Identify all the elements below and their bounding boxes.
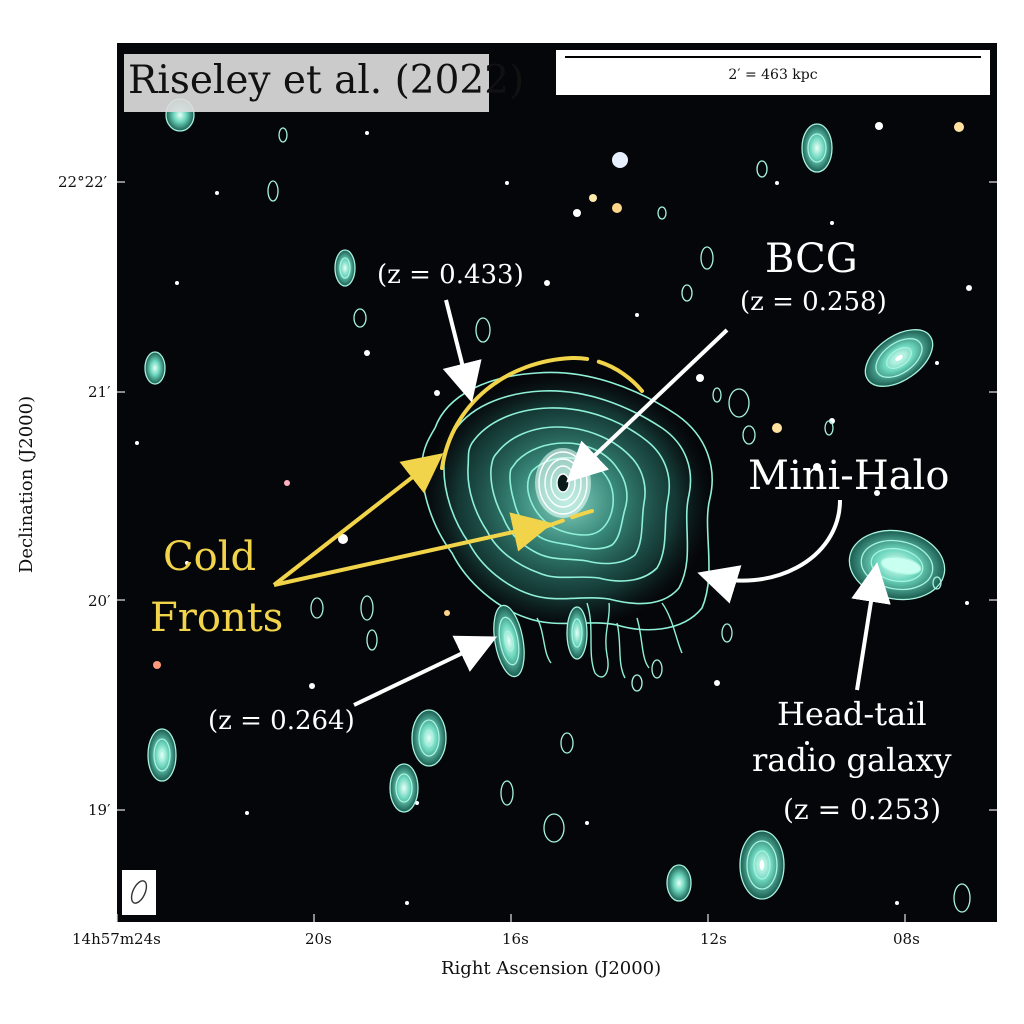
cold-front-arrow-upper xyxy=(272,453,444,587)
bcg-label: BCG xyxy=(765,236,858,282)
z433-arrow xyxy=(442,299,482,403)
xtick-4: 08s xyxy=(893,930,920,948)
ytick-1: 21′ xyxy=(88,383,111,401)
scale-bar-box: 2′ = 463 kpc xyxy=(556,50,990,95)
bcg-redshift-label: (z = 0.258) xyxy=(740,287,887,317)
z433-label: (z = 0.433) xyxy=(377,260,524,290)
xtick-1: 20s xyxy=(305,930,332,948)
beam-ellipse-icon xyxy=(130,880,148,904)
credit-text: Riseley et al. (2022) xyxy=(128,58,525,103)
xtick-2: 16s xyxy=(502,930,529,948)
mini-halo-arrow xyxy=(697,499,842,604)
head-tail-arrow xyxy=(851,562,891,691)
credit-label-box: Riseley et al. (2022) xyxy=(124,54,524,112)
background-stars xyxy=(135,122,972,905)
xtick-0: 14h57m24s xyxy=(72,930,161,948)
head-tail-label-2: radio galaxy xyxy=(752,741,952,779)
z264-label: (z = 0.264) xyxy=(208,706,355,736)
head-tail-redshift-label: (z = 0.253) xyxy=(783,793,942,826)
beam-box xyxy=(122,870,156,915)
mini-halo-label: Mini-Halo xyxy=(748,453,950,499)
ytick-0: 22°22′ xyxy=(58,173,108,191)
xtick-3: 12s xyxy=(700,930,727,948)
cold-label: Cold xyxy=(163,534,257,580)
ytick-3: 19′ xyxy=(88,801,111,819)
mini-halo-emission xyxy=(421,371,713,679)
bcg-arrow xyxy=(566,328,729,483)
fronts-label: Fronts xyxy=(150,595,284,641)
head-tail-label-1: Head-tail xyxy=(777,695,927,733)
z264-arrow xyxy=(353,635,498,707)
scale-bar xyxy=(565,56,981,58)
scale-bar-label: 2′ = 463 kpc xyxy=(728,67,818,83)
radio-sources xyxy=(144,98,971,913)
ytick-2: 20′ xyxy=(88,592,111,610)
image-layer xyxy=(135,98,972,913)
x-axis-title: Right Ascension (J2000) xyxy=(441,958,662,979)
cold-front-arrow-lower xyxy=(273,512,553,587)
radio-optical-image xyxy=(117,43,997,922)
